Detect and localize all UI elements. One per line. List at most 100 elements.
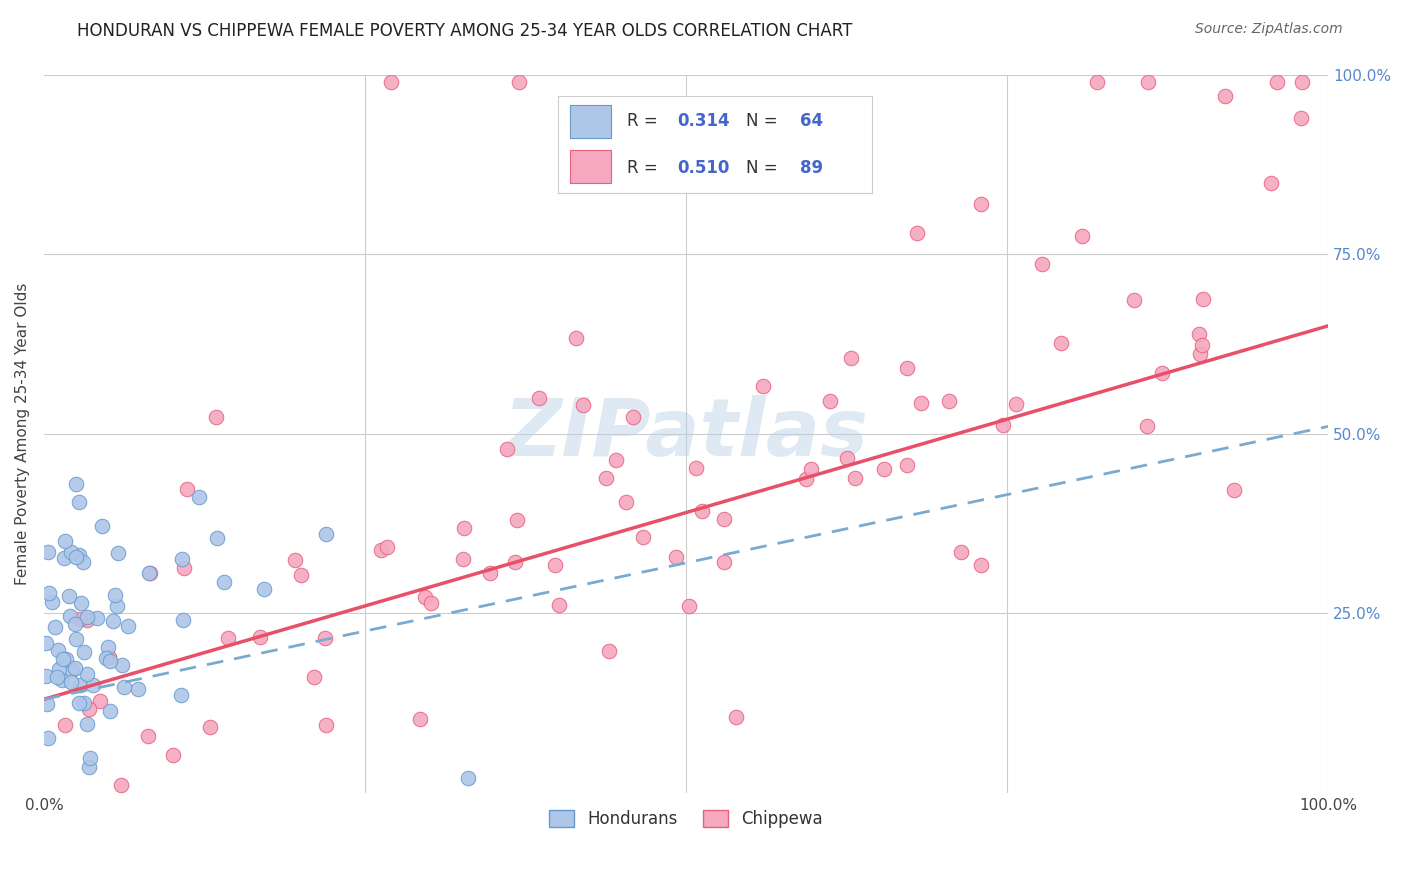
Point (690, 504, 713, 518)
Point (73, 696, 96, 710)
Point (508, 75, 530, 89)
Point (970, 558, 993, 572)
Point (63, 661, 86, 675)
Point (51, 673, 73, 687)
Point (1152, 366, 1174, 380)
Point (79, 750, 101, 764)
Point (290, 567, 312, 582)
Point (1004, 397, 1026, 411)
Point (409, 712, 432, 726)
Point (506, 513, 529, 527)
Point (685, 461, 707, 475)
Point (107, 546, 129, 560)
Point (527, 391, 550, 405)
Point (249, 630, 271, 644)
Point (170, 689, 193, 703)
Point (65, 632, 87, 646)
Point (1215, 89, 1237, 103)
Point (991, 417, 1014, 432)
Point (839, 351, 862, 365)
Point (35, 669, 58, 683)
Point (302, 670, 325, 684)
Point (375, 540, 398, 554)
Point (127, 682, 149, 697)
Point (794, 472, 817, 486)
Point (503, 555, 526, 569)
Point (37, 544, 59, 558)
Point (76, 613, 98, 627)
Text: HONDURAN VS CHIPPEWA FEMALE POVERTY AMONG 25-34 YEAR OLDS CORRELATION CHART: HONDURAN VS CHIPPEWA FEMALE POVERTY AMON… (77, 22, 852, 40)
Point (205, 532, 228, 546)
Point (82, 678, 104, 692)
Point (65, 549, 87, 564)
Point (98, 704, 121, 718)
Legend: Hondurans, Chippewa: Hondurans, Chippewa (543, 803, 830, 835)
Point (86, 611, 108, 625)
Point (495, 442, 517, 456)
Point (35, 697, 58, 711)
Point (110, 779, 132, 793)
Point (59, 674, 82, 689)
Point (38, 585, 60, 599)
Point (76, 717, 98, 731)
Point (37, 731, 59, 745)
Point (60, 664, 83, 678)
Point (76, 610, 98, 624)
Point (837, 451, 859, 466)
Point (1265, 75, 1288, 89)
Point (55, 651, 77, 665)
Point (380, 75, 402, 89)
Point (665, 550, 688, 565)
Point (413, 590, 436, 604)
Point (173, 561, 195, 575)
Point (46, 643, 69, 657)
Point (67, 494, 90, 508)
Point (97, 640, 120, 655)
Point (73, 645, 96, 659)
Point (1137, 75, 1160, 89)
Point (970, 196, 993, 211)
Point (35, 636, 58, 650)
Point (98, 655, 121, 669)
Point (89, 693, 111, 707)
Point (253, 582, 276, 596)
Point (315, 718, 337, 732)
Point (176, 483, 198, 497)
Point (217, 631, 239, 645)
Point (800, 462, 823, 476)
Point (69, 612, 91, 626)
Point (76, 666, 98, 681)
Point (69, 678, 91, 692)
Point (598, 644, 620, 658)
Point (631, 530, 654, 544)
Point (70, 596, 93, 610)
Point (370, 542, 392, 557)
Point (451, 552, 474, 566)
Point (419, 596, 441, 610)
Point (1191, 338, 1213, 352)
Point (752, 379, 775, 393)
Point (139, 566, 162, 580)
Point (1291, 75, 1313, 89)
Point (112, 680, 135, 694)
Point (1222, 483, 1244, 497)
Point (101, 614, 124, 628)
Point (44, 620, 66, 634)
Point (284, 552, 307, 566)
Point (1070, 229, 1092, 244)
Point (1050, 336, 1073, 351)
Point (314, 631, 336, 645)
Point (621, 410, 644, 425)
Point (138, 729, 160, 743)
Point (53, 718, 76, 732)
Point (548, 598, 571, 612)
Point (67, 548, 90, 562)
Point (873, 461, 896, 475)
Point (1031, 257, 1053, 271)
Point (51, 651, 73, 665)
Point (205, 410, 228, 425)
Point (1188, 326, 1211, 341)
Point (162, 747, 184, 762)
Point (59, 545, 82, 559)
Point (565, 331, 588, 345)
